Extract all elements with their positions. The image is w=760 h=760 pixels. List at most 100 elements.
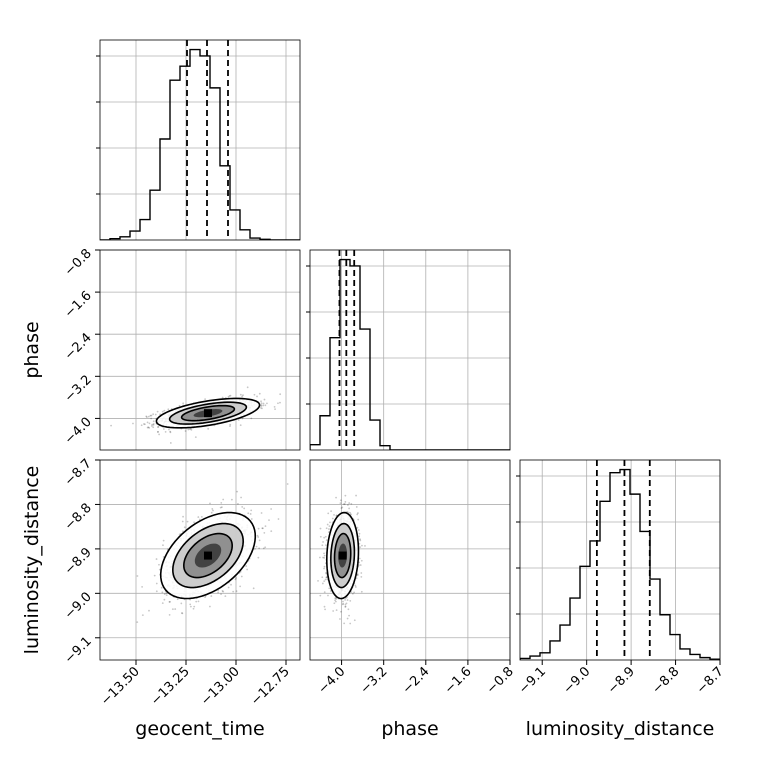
sample-point (333, 514, 335, 516)
sample-point (266, 402, 268, 405)
sample-point (359, 538, 361, 541)
sample-point (330, 510, 333, 513)
sample-point (165, 594, 168, 597)
y-tick-label: −3.2 (62, 373, 95, 406)
sample-point (347, 511, 350, 514)
sample-point (110, 424, 112, 427)
sample-point (146, 421, 149, 424)
sample-point (257, 536, 260, 538)
sample-point (262, 527, 264, 530)
density-peak (204, 409, 212, 418)
sample-point (277, 518, 280, 520)
sample-point (193, 521, 195, 524)
sample-point (193, 605, 196, 608)
sample-point (242, 394, 244, 397)
sample-point (323, 605, 326, 608)
sample-point (253, 393, 256, 396)
sample-point (163, 598, 166, 601)
sample-point (360, 590, 363, 593)
sample-point (325, 576, 328, 579)
sample-point (357, 518, 360, 521)
sample-point (150, 414, 153, 417)
sample-point (256, 395, 258, 398)
sample-point (364, 545, 366, 547)
sample-point (329, 590, 332, 592)
x-tick-label: −3.2 (358, 664, 391, 697)
sample-point (132, 422, 134, 425)
sample-point (209, 605, 211, 608)
sample-point (260, 405, 263, 408)
sample-point (151, 425, 153, 427)
sample-point (220, 501, 223, 504)
sample-point (341, 506, 344, 509)
sample-point (155, 582, 158, 585)
sample-point (354, 586, 357, 588)
sample-point (158, 563, 160, 566)
sample-point (189, 428, 191, 431)
sample-point (326, 523, 329, 526)
sample-point (143, 423, 146, 426)
sample-point (189, 605, 192, 608)
sample-point (286, 483, 289, 485)
sample-point (317, 579, 319, 582)
y-tick-label: −2.4 (62, 330, 95, 363)
sample-point (344, 605, 347, 608)
x-tick-label: −9.1 (516, 664, 549, 697)
sample-point (264, 546, 267, 549)
sample-point (260, 512, 263, 514)
sample-point (360, 575, 363, 578)
sample-point (335, 609, 338, 612)
y-tick-label: −1.6 (62, 288, 95, 321)
sample-point (324, 578, 327, 581)
sample-point (237, 503, 239, 505)
sample-point (344, 494, 347, 497)
x-tick-label: −12.75 (248, 664, 293, 709)
sample-point (220, 506, 223, 509)
sample-point (167, 408, 170, 411)
sample-point (197, 600, 200, 603)
sample-point (184, 430, 187, 432)
sample-point (160, 586, 163, 589)
sample-point (222, 590, 225, 593)
sample-point (325, 571, 328, 574)
contour-line (183, 532, 233, 579)
sample-point (261, 407, 263, 410)
sample-point (323, 567, 325, 570)
sample-point (250, 417, 253, 420)
sample-point (168, 428, 170, 431)
sample-point (156, 431, 159, 433)
sample-point (189, 603, 192, 606)
sample-point (169, 430, 172, 433)
sample-point (264, 404, 267, 407)
sample-point (151, 423, 154, 426)
sample-point (192, 607, 195, 610)
sample-point (323, 552, 325, 555)
sample-point (259, 406, 262, 409)
histogram-luminosity_distance (520, 468, 720, 660)
sample-point (323, 536, 326, 539)
sample-point (334, 600, 337, 603)
sample-point (344, 606, 347, 608)
sample-point (190, 428, 193, 431)
sample-point (154, 413, 157, 416)
sample-point (162, 544, 164, 547)
panel-frame (309, 249, 511, 451)
sample-point (239, 393, 242, 396)
sample-point (136, 621, 139, 624)
sample-point (145, 415, 148, 418)
sample-point (150, 417, 153, 420)
sample-point (349, 622, 352, 625)
sample-point (322, 556, 324, 559)
sample-point (152, 426, 155, 429)
sample-point (358, 535, 360, 538)
sample-point (323, 557, 326, 559)
sample-point (343, 622, 346, 625)
sample-point (342, 503, 345, 506)
sample-point (323, 565, 326, 568)
sample-point (163, 593, 166, 595)
sample-point (344, 603, 347, 606)
sample-point (207, 427, 210, 430)
sample-point (204, 596, 206, 599)
sample-point (347, 504, 349, 506)
sample-point (152, 420, 155, 423)
